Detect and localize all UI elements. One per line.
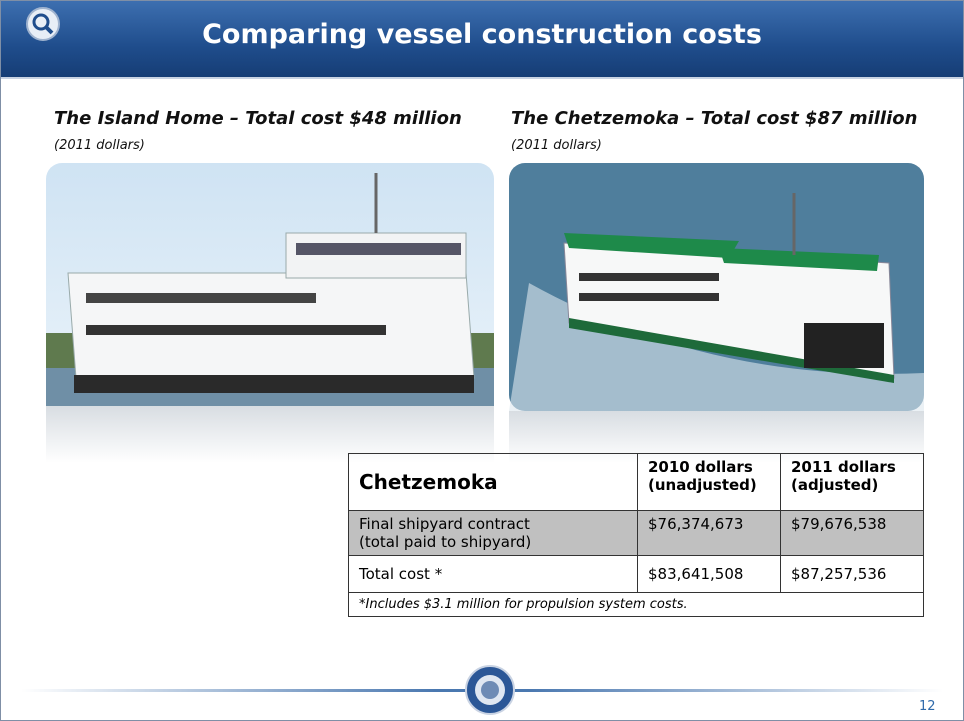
- left-caption: The Island Home – Total cost $48 million: [54, 108, 462, 129]
- slide-title: Comparing vessel construction costs: [1, 19, 963, 50]
- island-home-photo: [46, 163, 494, 463]
- footer-decoration: [1, 665, 963, 720]
- table-row: Final shipyard contract (total paid to s…: [349, 511, 924, 556]
- right-note: (2011 dollars): [511, 138, 602, 153]
- cost-table: Chetzemoka 2010 dollars (unadjusted) 201…: [348, 453, 924, 617]
- cell: $76,374,673: [638, 511, 781, 556]
- cell: Final shipyard contract (total paid to s…: [349, 511, 638, 556]
- page-number: 12: [919, 699, 936, 714]
- right-caption: The Chetzemoka – Total cost $87 million: [511, 108, 917, 129]
- table-footnote-row: *Includes $3.1 million for propulsion sy…: [349, 593, 924, 617]
- header-cell: Chetzemoka: [349, 454, 638, 511]
- cell: $83,641,508: [638, 556, 781, 593]
- left-note: (2011 dollars): [54, 138, 145, 153]
- table-row: Total cost * $83,641,508 $87,257,536: [349, 556, 924, 593]
- slide: Comparing vessel construction costs The …: [0, 0, 964, 721]
- table-header: Chetzemoka 2010 dollars (unadjusted) 201…: [349, 454, 924, 511]
- cell: Total cost *: [349, 556, 638, 593]
- chetzemoka-photo: [509, 163, 924, 463]
- cell: $79,676,538: [781, 511, 924, 556]
- cell-text: Final shipyard contract (total paid to s…: [359, 515, 559, 551]
- header-cell: 2011 dollars (adjusted): [781, 454, 924, 511]
- cell: $87,257,536: [781, 556, 924, 593]
- header-cell: 2010 dollars (unadjusted): [638, 454, 781, 511]
- footnote: *Includes $3.1 million for propulsion sy…: [349, 593, 924, 617]
